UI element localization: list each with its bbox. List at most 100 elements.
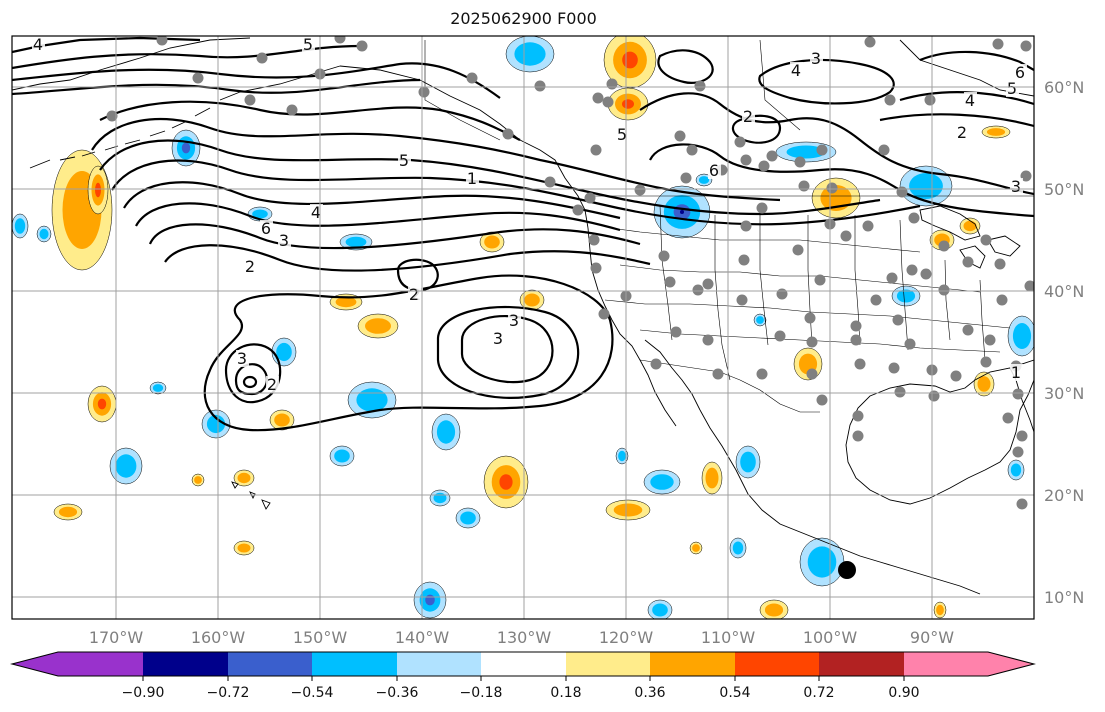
lat-tick-label: 30°N <box>1044 384 1084 403</box>
colorbar-tick-label: −0.18 <box>460 685 503 701</box>
lat-tick-label: 50°N <box>1044 180 1084 199</box>
negative-anomaly-patch <box>732 541 744 555</box>
station-dot <box>852 410 864 422</box>
contour-lines <box>12 36 1034 432</box>
contour-label: 2 <box>245 257 255 276</box>
station-dot <box>870 294 882 306</box>
station-dot <box>1016 498 1028 510</box>
colorbar-tick-label: 0.36 <box>634 685 665 701</box>
station-dot <box>908 212 920 224</box>
station-dot <box>776 288 788 300</box>
station-dot <box>734 136 746 148</box>
negative-anomaly-patch <box>909 173 943 199</box>
station-dot <box>658 250 670 262</box>
contour-label: 5 <box>399 151 409 170</box>
contour-label-bg <box>964 92 977 109</box>
station-dot <box>156 36 168 46</box>
contour-label-bg <box>1014 64 1027 81</box>
station-dot <box>244 94 256 106</box>
station-dot <box>906 264 918 276</box>
station-dot <box>994 258 1006 270</box>
lat-tick-label: 20°N <box>1044 486 1084 505</box>
contour-label: 6 <box>709 161 719 180</box>
station-dot <box>950 370 962 382</box>
station-dot <box>702 278 714 290</box>
contour-label-bg <box>244 258 257 275</box>
lon-tick-label: 150°W <box>293 628 348 647</box>
colorbar-segment <box>143 652 228 676</box>
station-dot <box>862 220 874 232</box>
contour-label: 6 <box>1015 63 1025 82</box>
lon-tick-label: 100°W <box>803 628 858 647</box>
contour-label-bg <box>260 220 273 237</box>
contour-label: 5 <box>1007 79 1017 98</box>
station-dot <box>816 144 828 156</box>
station-dot <box>756 202 768 214</box>
negative-anomaly-patch <box>650 474 674 490</box>
station-dot <box>1012 446 1024 458</box>
contour-label: 1 <box>467 169 477 188</box>
colorbar-tick-label: −0.72 <box>207 685 250 701</box>
colorbar-segment <box>397 652 481 676</box>
contour-label: 3 <box>811 49 821 68</box>
station-dot <box>984 334 996 346</box>
contour-label: 2 <box>957 123 967 142</box>
colorbar: −0.90 −0.72 −0.54 −0.36 −0.18 0.18 0.36 … <box>10 651 1036 701</box>
station-dot <box>466 72 478 84</box>
positive-anomaly-patch <box>335 296 357 308</box>
positive-anomaly-patch <box>524 293 540 307</box>
positive-anomaly-patch <box>274 413 290 427</box>
negative-anomaly-patch <box>756 316 764 324</box>
contour-label-bg <box>956 124 969 141</box>
colorbar-segment <box>819 652 904 676</box>
contour-label-bg <box>790 62 803 79</box>
positive-anomaly-patch <box>705 467 719 489</box>
anomaly-shading <box>12 36 1034 619</box>
negative-anomaly-patch <box>276 342 292 362</box>
contour-label-bg <box>278 232 291 249</box>
station-dot <box>884 94 896 106</box>
station-dot <box>590 262 602 274</box>
negative-anomaly-patch <box>425 594 435 606</box>
station-dot <box>886 272 898 284</box>
negative-anomaly-patch <box>896 289 916 303</box>
contour-label: 2 <box>409 285 419 304</box>
station-dot <box>602 96 614 108</box>
station-dot <box>850 334 862 346</box>
colorbar-extend-high <box>988 652 1034 676</box>
contour-label: 6 <box>261 219 271 238</box>
station-dot <box>1020 40 1032 52</box>
positive-anomaly-patch <box>692 544 700 552</box>
station-dot <box>798 180 810 192</box>
contour-label-bg <box>508 312 521 329</box>
station-dot <box>816 394 828 406</box>
positive-anomaly-patch <box>986 128 1006 136</box>
station-dot <box>598 308 610 320</box>
lon-tick-label: 170°W <box>89 628 144 647</box>
contour-labels: 4555463212332236423264531 <box>32 35 1027 394</box>
station-dot <box>814 274 826 286</box>
colorbar-outline <box>10 651 1036 677</box>
station-dot <box>756 368 768 380</box>
lon-tick-label: 160°W <box>191 628 246 647</box>
positive-anomaly-patch <box>764 603 784 617</box>
contour-label: 3 <box>1011 177 1021 196</box>
colorbar-tick-label: −0.54 <box>291 685 334 701</box>
positive-anomaly-patch <box>97 398 107 410</box>
station-dot <box>806 336 818 348</box>
negative-anomaly-patch <box>206 414 226 434</box>
contour-label-bg <box>266 376 279 393</box>
station-dot <box>738 254 750 266</box>
colorbar-segment <box>904 652 988 676</box>
contour-label-bg <box>1010 364 1023 381</box>
positive-anomaly-patch <box>622 51 638 69</box>
contour-label: 4 <box>33 35 43 54</box>
colorbar-segment <box>58 652 143 676</box>
contour-label-bg <box>32 36 45 53</box>
station-dot <box>106 110 118 122</box>
station-dot <box>878 144 890 156</box>
colorbar-ticks <box>142 676 905 681</box>
station-dot <box>286 104 298 116</box>
graticule <box>12 36 1034 619</box>
negative-anomaly-patch <box>39 228 49 240</box>
